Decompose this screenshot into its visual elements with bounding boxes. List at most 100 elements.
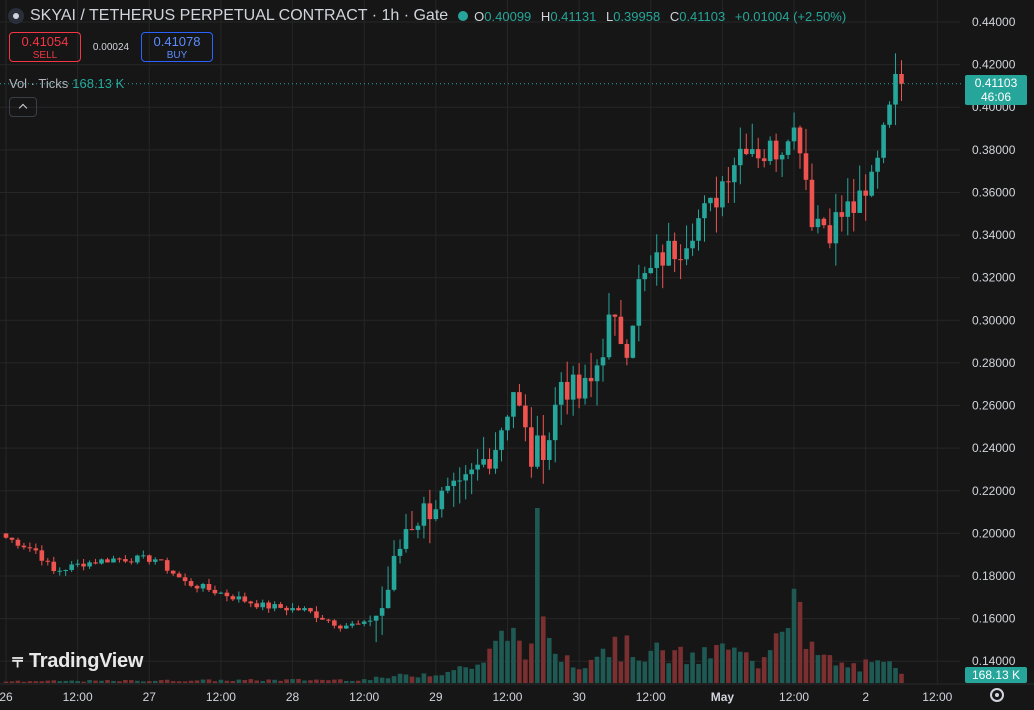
volume-bar	[9, 681, 15, 683]
candle-body	[69, 564, 74, 570]
settings-gear-icon[interactable]	[990, 688, 1004, 702]
candle-body	[714, 197, 719, 208]
volume-bar	[570, 667, 576, 683]
sell-price: 0.41054	[21, 34, 69, 49]
last-price-value: 0.41103	[974, 76, 1018, 90]
volume-bar	[863, 659, 868, 683]
last-price-tag: 0.41103 46:06	[965, 75, 1027, 105]
volume-bar	[415, 677, 421, 683]
volume-bar	[493, 640, 498, 683]
candle-body	[827, 225, 833, 244]
volume-bar	[535, 508, 540, 683]
time-axis-label: 27	[143, 690, 157, 704]
volume-bar	[87, 680, 92, 683]
bar-countdown: 46:06	[980, 90, 1012, 104]
volume-bar	[397, 673, 403, 683]
candle-body	[875, 157, 880, 172]
candle-body	[135, 555, 140, 563]
candle-body	[349, 623, 355, 626]
volume-bar	[815, 655, 821, 683]
sell-button[interactable]: 0.41054 SELL	[9, 32, 81, 62]
candle-body	[558, 381, 564, 405]
buy-button[interactable]: 0.41078 BUY	[141, 32, 213, 62]
volume-bar	[27, 681, 33, 683]
symbol-header: SKYAI / TETHERUS PERPETUAL CONTRACT · 1h…	[8, 6, 846, 26]
candle-body	[636, 279, 642, 326]
candle-body	[576, 374, 582, 399]
price-axis-label: 0.36000	[972, 185, 1016, 199]
volume-bar	[749, 660, 755, 683]
candle-body	[761, 158, 767, 162]
price-axis-label: 0.28000	[972, 356, 1016, 370]
candle-body	[666, 240, 671, 266]
candle-body	[284, 607, 289, 611]
change-value: +0.01004 (+2.50%)	[734, 8, 847, 24]
high-value: 0.41131	[550, 8, 597, 24]
candle-body	[881, 124, 886, 158]
sell-label: SELL	[32, 50, 58, 61]
volume-bar	[743, 652, 749, 683]
volume-bar	[93, 680, 98, 683]
candle-body	[803, 153, 809, 180]
volume-bar	[403, 674, 409, 683]
volume-bar	[654, 642, 660, 683]
volume-bar	[809, 641, 815, 683]
time-axis-label: 12:00	[349, 690, 379, 704]
candle-body	[720, 181, 725, 208]
volume-bar	[218, 679, 224, 683]
candle-body	[421, 503, 427, 526]
volume-bar	[475, 664, 480, 683]
volume-bar	[564, 655, 570, 683]
candle-body	[481, 459, 486, 465]
candle-body	[314, 611, 319, 618]
collapse-legend-button[interactable]	[9, 97, 37, 117]
candle-body	[63, 569, 68, 571]
symbol-icon[interactable]	[8, 8, 24, 24]
time-axis-label: 28	[286, 690, 300, 704]
buy-price: 0.41078	[153, 34, 201, 49]
volume-bar	[720, 643, 725, 683]
candle-body	[105, 559, 110, 563]
volume-bar	[869, 662, 874, 683]
time-axis-label: 12:00	[492, 690, 522, 704]
volume-tag: 168.13 K	[965, 667, 1027, 683]
volume-bar	[296, 678, 301, 683]
candle-body	[570, 374, 576, 400]
time-axis-label: 26	[0, 690, 13, 704]
volume-bar	[469, 668, 474, 683]
candle-body	[361, 621, 367, 624]
volume-bar	[851, 663, 857, 683]
candle-body	[660, 252, 665, 266]
candle-body	[654, 252, 660, 268]
volume-bar	[75, 681, 80, 683]
candle-body	[755, 149, 761, 159]
candle-body	[517, 392, 522, 406]
tradingview-logo[interactable]: ⫧ TradingView	[12, 650, 143, 673]
volume-legend[interactable]: Vol · Ticks 168.13 K	[9, 76, 124, 91]
volume-bar	[33, 681, 39, 683]
volume-bar	[630, 657, 636, 683]
candle-body	[767, 140, 773, 162]
candle-body	[851, 201, 857, 213]
volume-bar	[123, 679, 128, 683]
volume-bar	[678, 646, 683, 683]
candle-body	[821, 218, 827, 226]
volume-bar	[845, 667, 851, 683]
candle-body	[612, 314, 618, 317]
candle-body	[409, 529, 415, 531]
candle-body	[182, 577, 188, 582]
candle-body	[708, 197, 713, 204]
candle-body	[290, 608, 295, 611]
volume-bar	[439, 675, 445, 683]
volume-bar	[773, 633, 779, 683]
candle-body	[296, 608, 301, 611]
volume-bar	[791, 588, 797, 683]
volume-bar	[552, 653, 558, 683]
candle-body	[457, 480, 463, 482]
candle-body	[797, 127, 803, 154]
time-axis-label: 12:00	[922, 690, 952, 704]
volume-bar	[81, 681, 86, 683]
symbol-title[interactable]: SKYAI / TETHERUS PERPETUAL CONTRACT · 1h…	[30, 7, 449, 24]
candle-body	[248, 601, 254, 604]
